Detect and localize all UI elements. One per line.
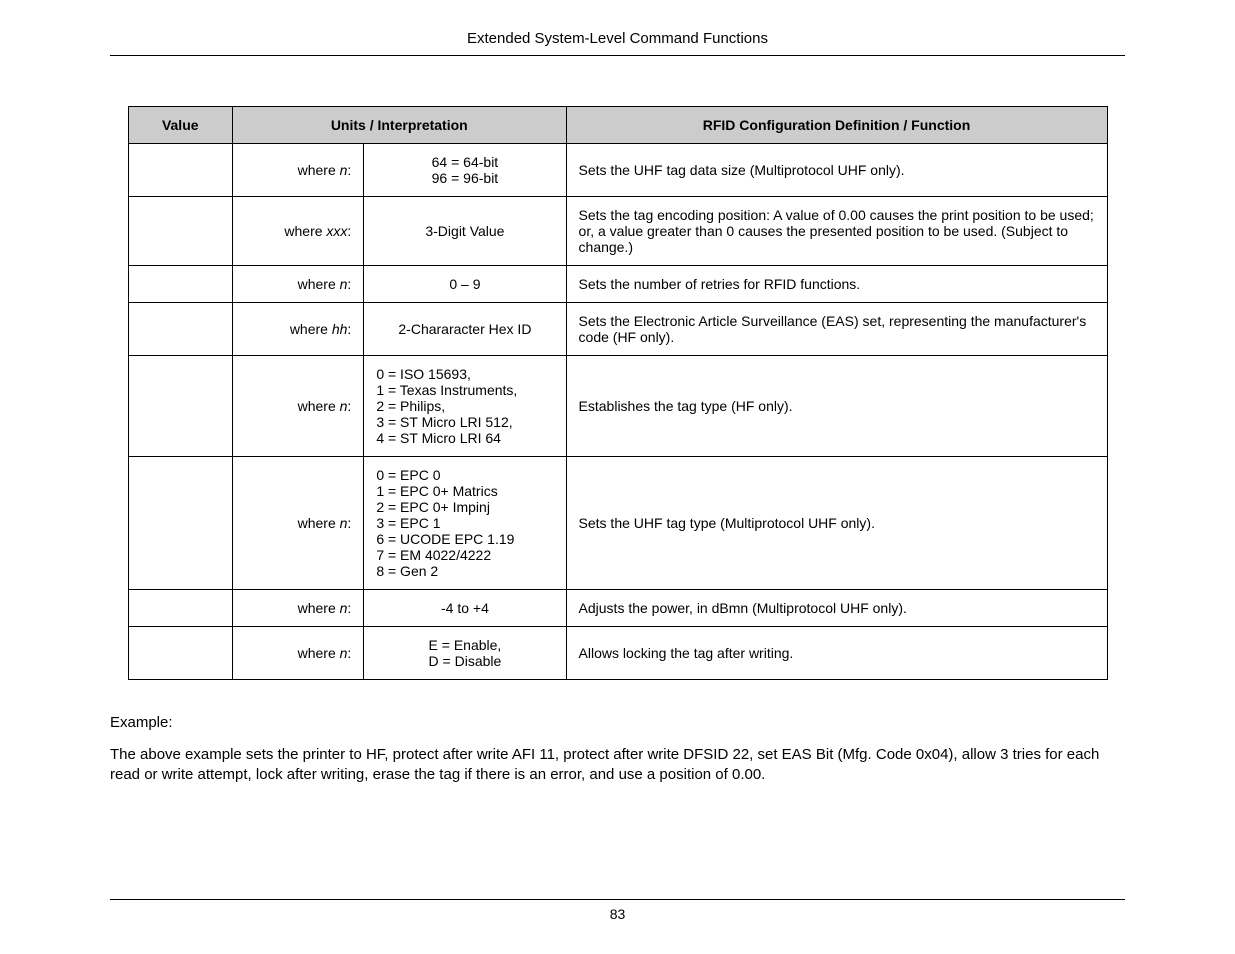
where-prefix: where bbox=[290, 321, 332, 337]
units-cell: 0 = EPC 01 = EPC 0+ Matrics2 = EPC 0+ Im… bbox=[364, 457, 566, 590]
value-cell bbox=[128, 627, 233, 680]
table-row: where hh: 2-Chararacter Hex ID Sets the El… bbox=[128, 303, 1107, 356]
where-suffix: : bbox=[347, 645, 351, 661]
table-row: where n:0 = EPC 01 = EPC 0+ Matrics2 = E… bbox=[128, 457, 1107, 590]
value-cell bbox=[128, 266, 233, 303]
units-line: 96 = 96-bit bbox=[432, 170, 499, 186]
units-line: -4 to +4 bbox=[441, 600, 489, 616]
where-suffix: : bbox=[347, 162, 351, 178]
where-prefix: where bbox=[298, 276, 340, 292]
units-line: 0 = ISO 15693, bbox=[376, 366, 471, 382]
units-cell: 0 = ISO 15693,1 = Texas Instruments,2 = … bbox=[364, 356, 566, 457]
rfid-config-table: Value Units / Interpretation RFID Config… bbox=[128, 106, 1108, 680]
where-suffix: : bbox=[347, 223, 351, 239]
units-cell: 64 = 64-bit96 = 96-bit bbox=[364, 144, 566, 197]
value-cell bbox=[128, 457, 233, 590]
table-row: where n: -4 to +4 Adjusts the power, in dB… bbox=[128, 590, 1107, 627]
where-prefix: where bbox=[298, 162, 340, 178]
definition-cell: Sets the Electronic Article Surveillance… bbox=[566, 303, 1107, 356]
table-row: where n:64 = 64-bit96 = 96-bitSets the U… bbox=[128, 144, 1107, 197]
units-line: 3-Digit Value bbox=[425, 223, 504, 239]
units-line: 2 = EPC 0+ Impinj bbox=[376, 499, 490, 515]
where-prefix: where bbox=[298, 600, 340, 616]
value-cell bbox=[128, 197, 233, 266]
where-prefix: where bbox=[298, 398, 340, 414]
definition-cell: Sets the number of retries for RFID func… bbox=[566, 266, 1107, 303]
units-cell: 0 – 9 bbox=[364, 266, 566, 303]
units-line: 0 – 9 bbox=[449, 276, 480, 292]
where-suffix: : bbox=[347, 600, 351, 616]
where-suffix: : bbox=[347, 276, 351, 292]
value-cell bbox=[128, 590, 233, 627]
page-footer: 83 bbox=[110, 899, 1125, 922]
where-prefix: where bbox=[298, 515, 340, 531]
page-header-title: Extended System-Level Command Functions bbox=[110, 30, 1125, 56]
units-line: 6 = UCODE EPC 1.19 bbox=[376, 531, 514, 547]
units-line: D = Disable bbox=[429, 653, 502, 669]
value-cell bbox=[128, 356, 233, 457]
definition-cell: Adjusts the power, in dBmn (Multiprotoco… bbox=[566, 590, 1107, 627]
definition-cell: Sets the UHF tag data size (Multiprotoco… bbox=[566, 144, 1107, 197]
where-cell: where n: bbox=[233, 590, 364, 627]
units-line: 2-Chararacter Hex ID bbox=[398, 321, 531, 337]
units-line: 4 = ST Micro LRI 64 bbox=[376, 430, 501, 446]
where-cell: where n: bbox=[233, 457, 364, 590]
units-line: 64 = 64-bit bbox=[432, 154, 499, 170]
units-line: 3 = EPC 1 bbox=[376, 515, 440, 531]
example-label: Example: bbox=[110, 714, 1125, 731]
units-line: 7 = EM 4022/4222 bbox=[376, 547, 491, 563]
definition-cell: Sets the tag encoding position: A value … bbox=[566, 197, 1107, 266]
table-row: where n:E = Enable,D = DisableAllows loc… bbox=[128, 627, 1107, 680]
value-cell bbox=[128, 303, 233, 356]
where-cell: where xxx: bbox=[233, 197, 364, 266]
definition-cell: Sets the UHF tag type (Multiprotocol UHF… bbox=[566, 457, 1107, 590]
column-header-value: Value bbox=[128, 107, 233, 144]
table-row: where xxx: 3-Digit Value Sets the tag enco… bbox=[128, 197, 1107, 266]
table-row: where n: 0 – 9 Sets the number of retries … bbox=[128, 266, 1107, 303]
where-prefix: where bbox=[298, 645, 340, 661]
units-line: 2 = Philips, bbox=[376, 398, 445, 414]
where-suffix: : bbox=[347, 515, 351, 531]
units-line: 8 = Gen 2 bbox=[376, 563, 438, 579]
where-cell: where n: bbox=[233, 266, 364, 303]
units-line: E = Enable, bbox=[429, 637, 502, 653]
where-suffix: : bbox=[347, 321, 351, 337]
where-prefix: where bbox=[284, 223, 326, 239]
definition-cell: Allows locking the tag after writing. bbox=[566, 627, 1107, 680]
units-line: 0 = EPC 0 bbox=[376, 467, 440, 483]
units-cell: E = Enable,D = Disable bbox=[364, 627, 566, 680]
where-param: xxx bbox=[326, 223, 347, 239]
value-cell bbox=[128, 144, 233, 197]
column-header-definition: RFID Configuration Definition / Function bbox=[566, 107, 1107, 144]
where-cell: where n: bbox=[233, 627, 364, 680]
column-header-units: Units / Interpretation bbox=[233, 107, 567, 144]
where-param: hh bbox=[332, 321, 348, 337]
units-line: 1 = EPC 0+ Matrics bbox=[376, 483, 497, 499]
where-suffix: : bbox=[347, 398, 351, 414]
units-cell: 2-Chararacter Hex ID bbox=[364, 303, 566, 356]
example-text: The above example sets the printer to HF… bbox=[110, 745, 1125, 786]
units-line: 1 = Texas Instruments, bbox=[376, 382, 517, 398]
units-line: 3 = ST Micro LRI 512, bbox=[376, 414, 512, 430]
units-cell: 3-Digit Value bbox=[364, 197, 566, 266]
page-number: 83 bbox=[610, 906, 626, 922]
units-cell: -4 to +4 bbox=[364, 590, 566, 627]
definition-cell: Establishes the tag type (HF only). bbox=[566, 356, 1107, 457]
where-cell: where n: bbox=[233, 144, 364, 197]
table-row: where n:0 = ISO 15693,1 = Texas Instrume… bbox=[128, 356, 1107, 457]
where-cell: where n: bbox=[233, 356, 364, 457]
where-cell: where hh: bbox=[233, 303, 364, 356]
